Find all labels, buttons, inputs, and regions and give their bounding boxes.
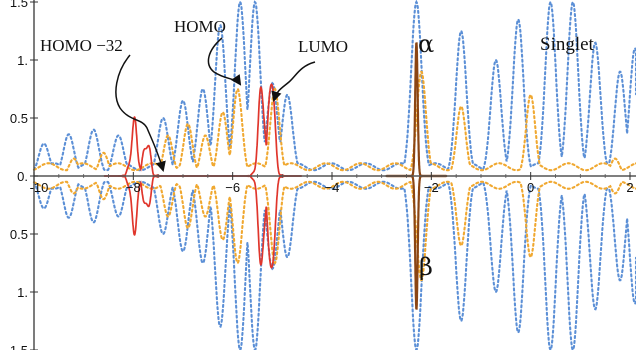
x-tick-label-5: 0: [527, 180, 534, 195]
alpha-label: α: [418, 30, 434, 58]
beta-label: β: [419, 253, 433, 281]
singlet-label: Singlet: [540, 34, 595, 55]
series-orange-lower: [32, 180, 636, 282]
homo-arrow: [207, 37, 242, 86]
y-tick-label-1: 1.: [17, 53, 28, 68]
series-orange-upper: [32, 70, 636, 172]
y-tick-label-6: 1.5: [10, 343, 28, 350]
homo-32-arrow: [115, 54, 166, 173]
lumo-label: LUMO: [298, 37, 348, 56]
series-blue-lower: [32, 180, 636, 350]
y-tick-label-5: 1.: [17, 285, 28, 300]
x-tick-label-6: 2: [626, 180, 633, 195]
x-tick-label-2: −6: [225, 180, 240, 195]
series-blue-upper: [32, 0, 636, 172]
y-tick-label-4: 0.5: [10, 227, 28, 242]
homo-label: HOMO: [174, 17, 226, 36]
x-tick-label-4: −2: [424, 180, 439, 195]
x-tick-label-1: −8: [126, 180, 141, 195]
x-tick-label-3: −4: [325, 180, 340, 195]
lumo-arrow: [271, 61, 316, 103]
y-tick-label-2: 0.5: [10, 111, 28, 126]
x-tick-label-0: -10: [30, 180, 49, 195]
y-tick-label-0: 1.5: [10, 0, 28, 10]
y-tick-label-3: 0.: [17, 169, 28, 184]
ticks-layer: -10 −8 −6 −4 −2 0 2 1.5 1. 0.5 0. 0.5 1. 1.5: [10, 0, 634, 350]
homo-32-label: HOMO −32: [40, 36, 123, 55]
